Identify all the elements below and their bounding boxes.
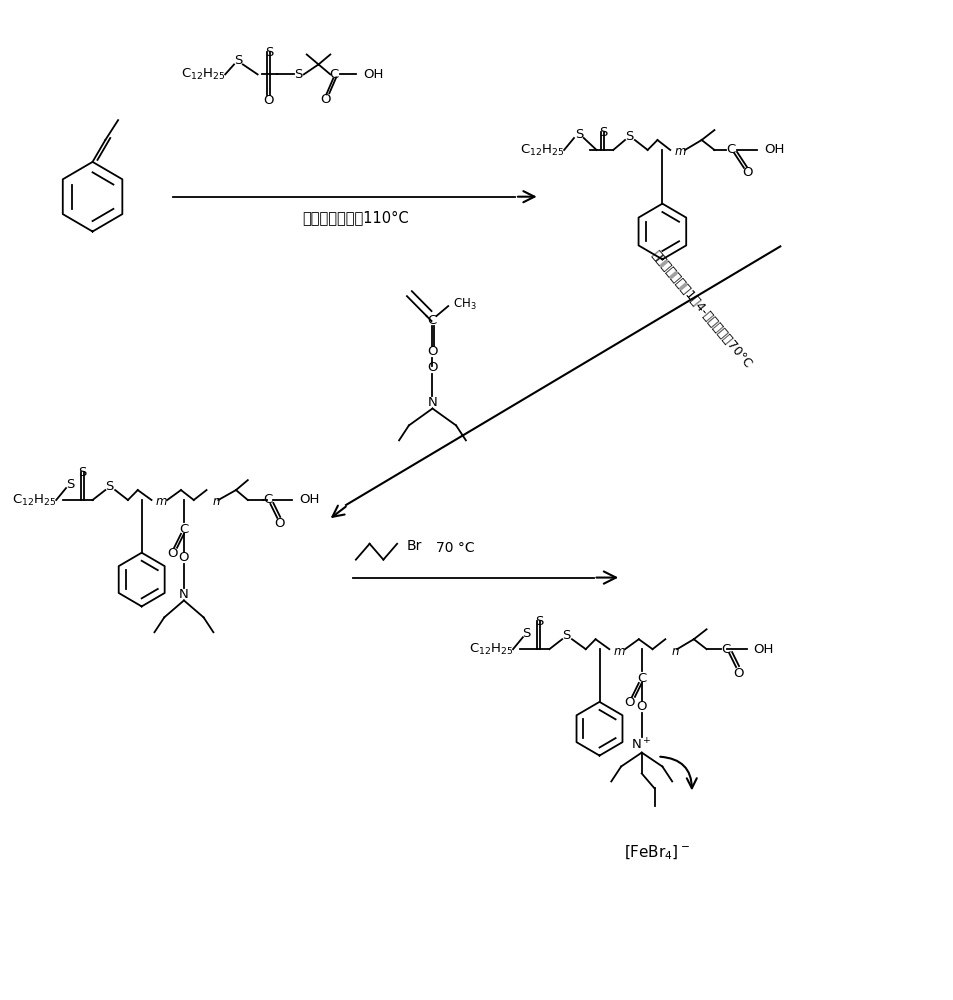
- Text: OH: OH: [363, 68, 384, 81]
- Text: O: O: [427, 361, 437, 374]
- Text: m: m: [155, 495, 167, 508]
- Text: S: S: [522, 627, 531, 640]
- Text: S: S: [598, 126, 607, 139]
- Text: S: S: [233, 54, 242, 67]
- Text: O: O: [263, 94, 274, 107]
- Text: C: C: [720, 643, 730, 656]
- Text: S: S: [294, 68, 302, 81]
- Text: N: N: [179, 588, 189, 601]
- Text: S: S: [105, 480, 113, 493]
- Text: C: C: [637, 672, 646, 686]
- Text: C: C: [179, 523, 189, 536]
- Text: OH: OH: [753, 643, 773, 656]
- Text: m: m: [674, 145, 685, 158]
- Text: C: C: [330, 68, 338, 81]
- Text: C: C: [262, 493, 272, 506]
- Text: O: O: [732, 667, 742, 680]
- Text: O: O: [178, 551, 189, 564]
- Text: 70 °C: 70 °C: [436, 541, 475, 555]
- Text: n: n: [671, 645, 679, 658]
- Text: m: m: [613, 645, 624, 658]
- Text: O: O: [427, 345, 437, 358]
- Text: Br: Br: [407, 539, 422, 553]
- Text: C$_{12}$H$_{25}$: C$_{12}$H$_{25}$: [180, 67, 225, 82]
- Text: S: S: [624, 130, 633, 143]
- Text: S: S: [78, 466, 87, 479]
- Text: C$_{12}$H$_{25}$: C$_{12}$H$_{25}$: [468, 642, 513, 657]
- Text: S: S: [561, 629, 570, 642]
- Text: S: S: [574, 128, 582, 141]
- Text: C: C: [726, 143, 735, 156]
- Text: C$_{12}$H$_{25}$: C$_{12}$H$_{25}$: [11, 492, 56, 508]
- Text: S: S: [66, 478, 74, 491]
- Text: O: O: [624, 696, 635, 709]
- Text: S: S: [535, 615, 543, 628]
- Text: [FeBr$_4$]$^-$: [FeBr$_4$]$^-$: [624, 844, 690, 862]
- Text: C: C: [426, 314, 436, 328]
- Text: N$^+$: N$^+$: [631, 737, 651, 752]
- Text: OH: OH: [763, 143, 784, 156]
- Text: O: O: [741, 166, 752, 179]
- Text: O: O: [320, 93, 331, 106]
- Text: OH: OH: [298, 493, 319, 506]
- Text: N: N: [427, 396, 436, 409]
- Text: O: O: [636, 700, 646, 713]
- Text: n: n: [213, 495, 220, 508]
- Text: CH$_3$: CH$_3$: [453, 297, 476, 312]
- Text: 偶氮二异丁基，1，4-二氧六环，70°C: 偶氮二异丁基，1，4-二氧六环，70°C: [648, 248, 754, 370]
- Text: 偶氮二异丁基，110°C: 偶氮二异丁基，110°C: [302, 210, 409, 225]
- Text: O: O: [167, 547, 177, 560]
- Text: O: O: [274, 517, 284, 530]
- Text: C$_{12}$H$_{25}$: C$_{12}$H$_{25}$: [519, 142, 563, 158]
- Text: S: S: [265, 46, 274, 59]
